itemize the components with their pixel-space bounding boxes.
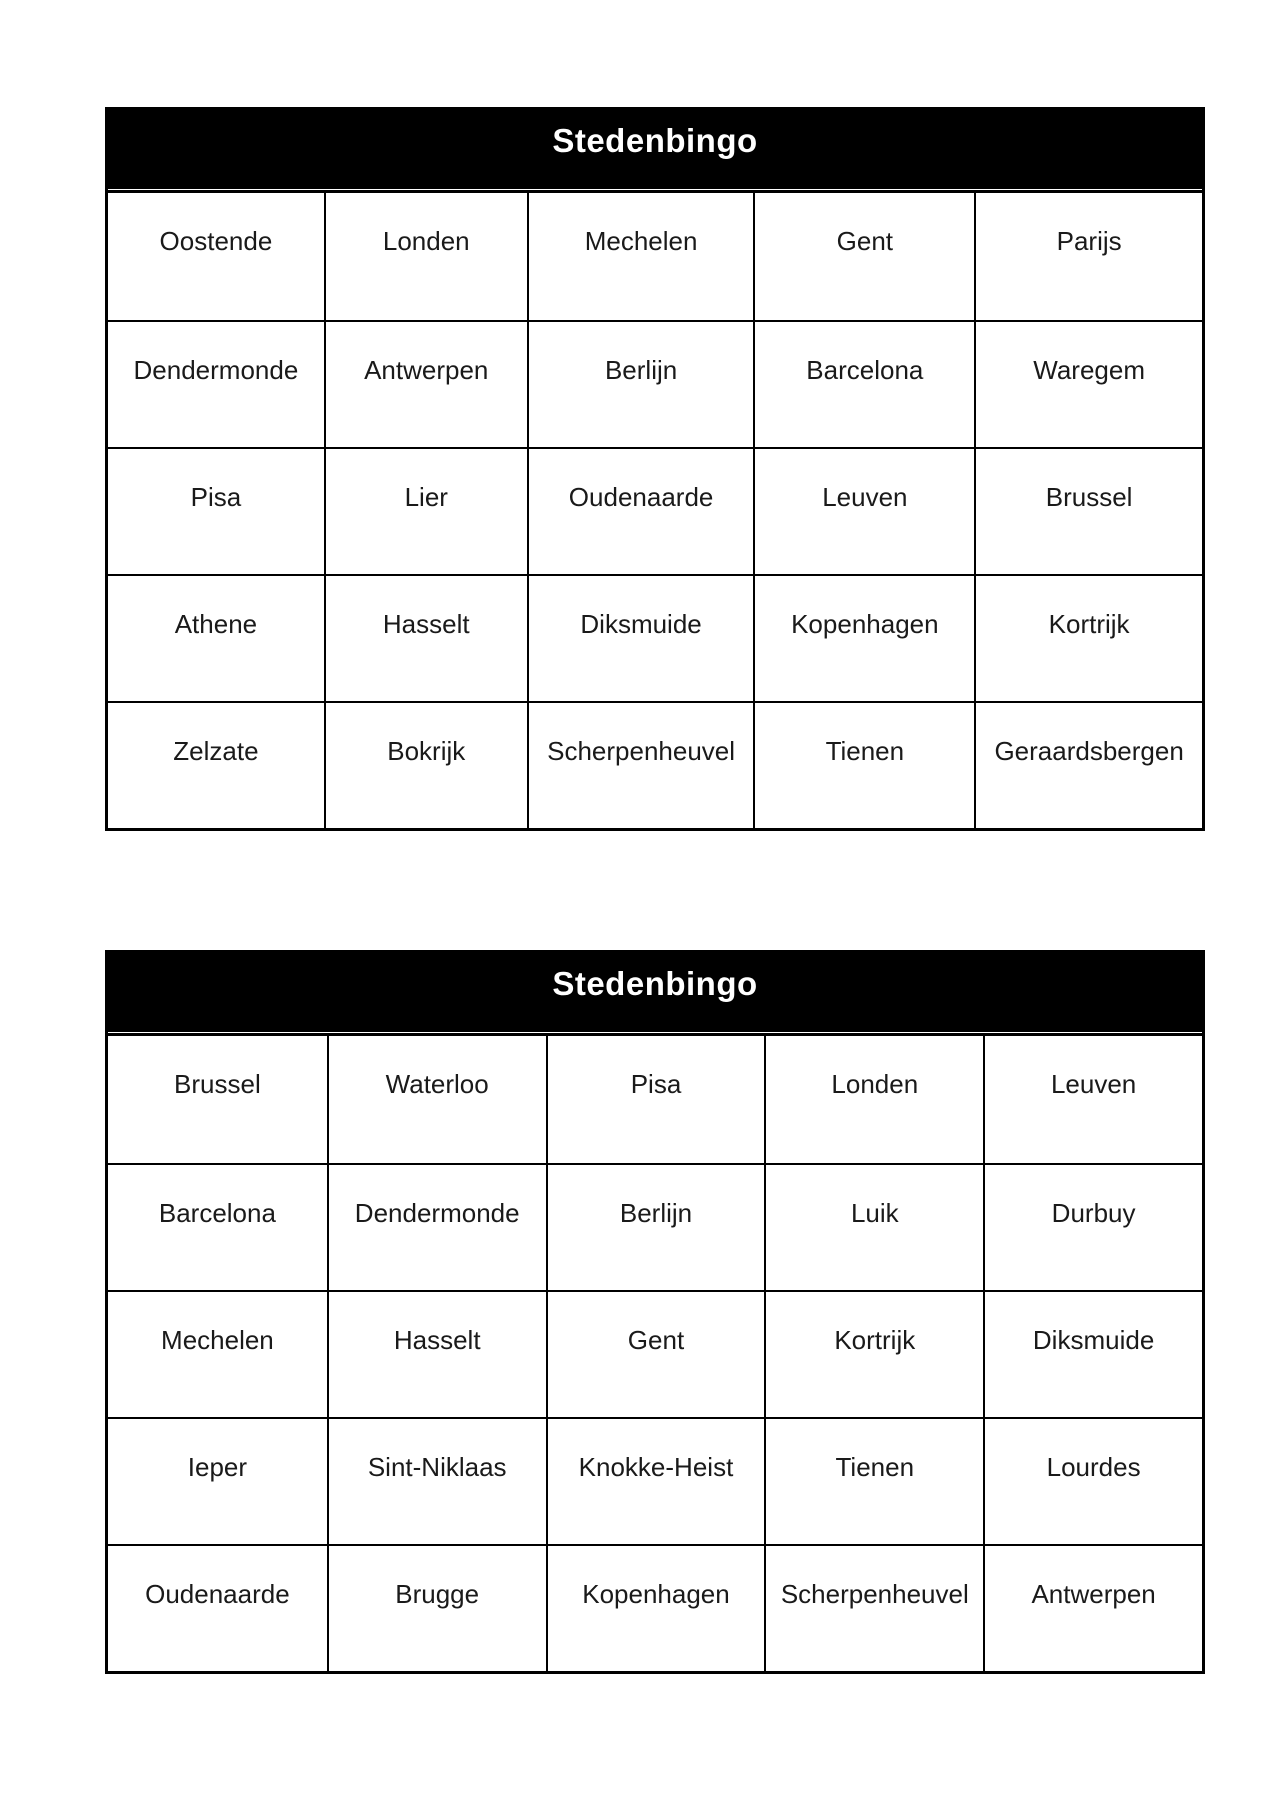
- bingo-cell: Londen: [764, 1036, 983, 1163]
- bingo-cell: Parijs: [974, 193, 1202, 320]
- bingo-cell: Scherpenheuvel: [764, 1544, 984, 1671]
- card-title: Stedenbingo: [552, 965, 758, 1002]
- bingo-cell: Gent: [545, 1290, 765, 1417]
- bingo-cell: Oostende: [159, 226, 273, 256]
- bingo-cell: Oudenaarde: [108, 1544, 327, 1671]
- bingo-cell: Leuven: [753, 447, 975, 574]
- bingo-cell: Dendermonde: [326, 1163, 546, 1290]
- bingo-cell: Diksmuide: [983, 1290, 1202, 1417]
- bingo-cell: Lier: [323, 447, 527, 574]
- bingo-cell: Mechelen: [526, 193, 754, 320]
- bingo-cell: Ieper: [108, 1417, 327, 1544]
- bingo-cell: Kopenhagen: [545, 1544, 765, 1671]
- bingo-cell: Brussel: [174, 1069, 261, 1099]
- bingo-grid: Oostende Londen Mechelen Gent Parijs Den…: [108, 190, 1202, 828]
- bingo-cell: Dendermonde: [108, 320, 324, 447]
- bingo-cell: Kortrijk: [974, 574, 1202, 701]
- bingo-cell: Brussel: [974, 447, 1202, 574]
- bingo-cell: Kopenhagen: [753, 574, 975, 701]
- bingo-card-2: Stedenbingo Brussel Waterloo Pisa Londen…: [105, 950, 1205, 1674]
- bingo-cell: Berlijn: [526, 320, 754, 447]
- bingo-cell: Bokrijk: [323, 701, 527, 828]
- bingo-cell: Athene: [108, 574, 324, 701]
- bingo-cell: Hasselt: [323, 574, 527, 701]
- bingo-cell: Barcelona: [753, 320, 975, 447]
- bingo-cell: Hasselt: [326, 1290, 546, 1417]
- card-title: Stedenbingo: [552, 122, 758, 159]
- bingo-cell: Sint-Niklaas: [326, 1417, 546, 1544]
- bingo-cell: Mechelen: [108, 1290, 327, 1417]
- bingo-cell: Scherpenheuvel: [526, 701, 754, 828]
- card-header: Stedenbingo: [108, 110, 1202, 190]
- bingo-cell: Pisa: [545, 1036, 765, 1163]
- bingo-cell: Knokke-Heist: [545, 1417, 765, 1544]
- bingo-cell: Geraardsbergen: [974, 701, 1202, 828]
- bingo-cell: Antwerpen: [983, 1544, 1202, 1671]
- bingo-cell: Londen: [323, 193, 527, 320]
- bingo-cell: Tienen: [764, 1417, 984, 1544]
- bingo-cell: Luik: [764, 1163, 984, 1290]
- bingo-cell: Waterloo: [326, 1036, 546, 1163]
- bingo-cell: Zelzate: [108, 701, 324, 828]
- bingo-cell: Tienen: [753, 701, 975, 828]
- bingo-cell: Pisa: [108, 447, 324, 574]
- bingo-cell: Antwerpen: [323, 320, 527, 447]
- bingo-cell: Waregem: [974, 320, 1202, 447]
- bingo-cell: Gent: [753, 193, 974, 320]
- bingo-cell: Berlijn: [545, 1163, 765, 1290]
- card-header: Stedenbingo: [108, 953, 1202, 1033]
- bingo-card-1: Stedenbingo Oostende Londen Mechelen Gen…: [105, 107, 1205, 831]
- bingo-cell: Brugge: [326, 1544, 546, 1671]
- bingo-cell: Diksmuide: [526, 574, 754, 701]
- bingo-cell: Barcelona: [108, 1163, 327, 1290]
- bingo-cell: Durbuy: [983, 1163, 1202, 1290]
- bingo-cell: Kortrijk: [764, 1290, 984, 1417]
- bingo-cell: Oudenaarde: [526, 447, 754, 574]
- bingo-cell: Leuven: [983, 1036, 1202, 1163]
- bingo-cell: Lourdes: [983, 1417, 1202, 1544]
- bingo-grid: Brussel Waterloo Pisa Londen Leuven Barc…: [108, 1033, 1202, 1671]
